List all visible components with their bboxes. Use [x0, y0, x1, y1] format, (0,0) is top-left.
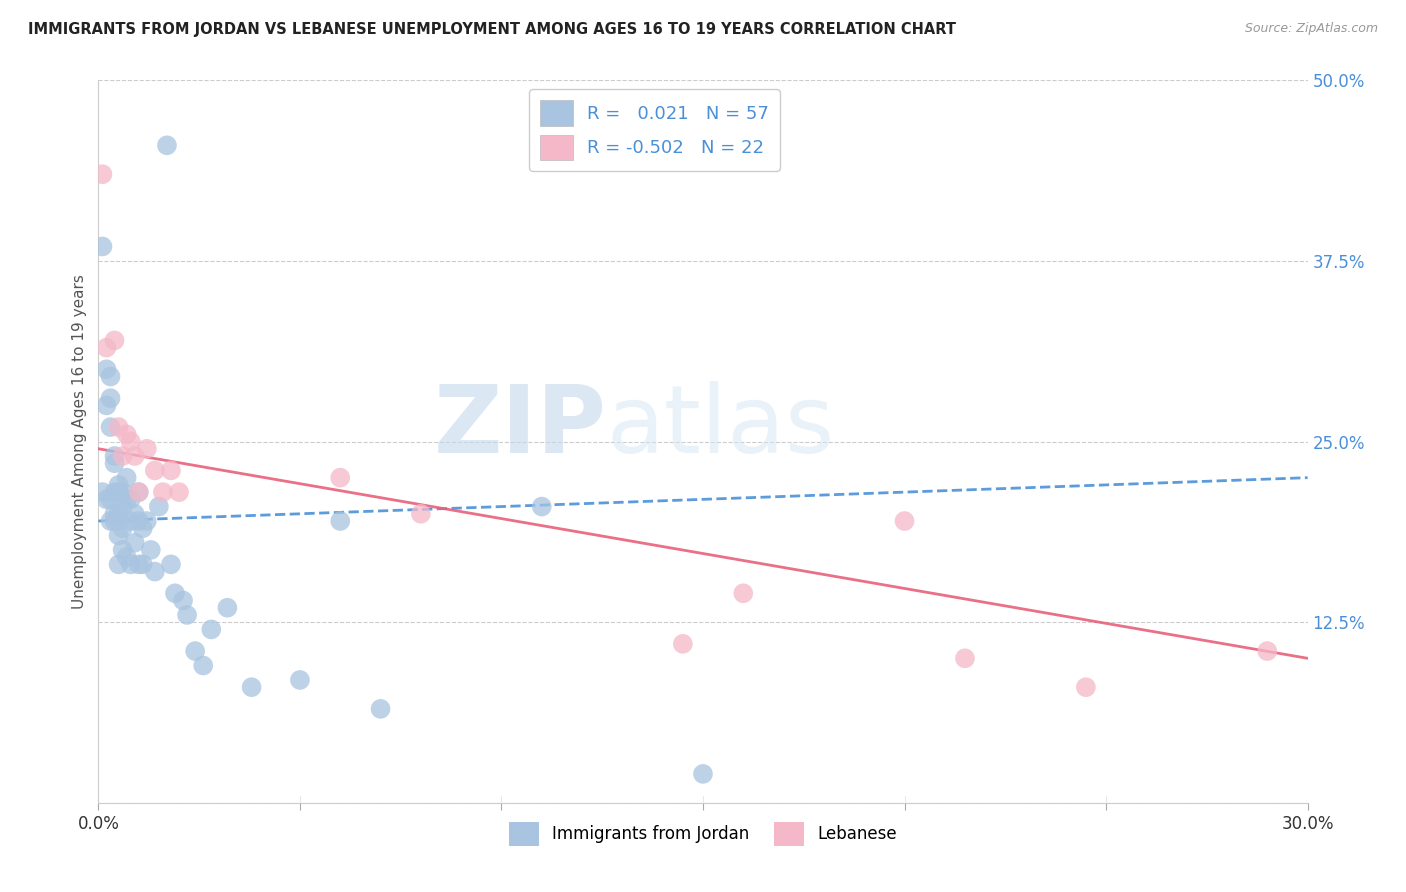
Point — [115, 492, 138, 507]
Point — [115, 470, 138, 484]
Point — [139, 542, 162, 557]
Point — [103, 449, 125, 463]
Point — [132, 558, 155, 572]
Point — [91, 485, 114, 500]
Text: IMMIGRANTS FROM JORDAN VS LEBANESE UNEMPLOYMENT AMONG AGES 16 TO 19 YEARS CORREL: IMMIGRANTS FROM JORDAN VS LEBANESE UNEMP… — [28, 22, 956, 37]
Point — [128, 485, 150, 500]
Point — [692, 767, 714, 781]
Point — [160, 463, 183, 477]
Point — [115, 427, 138, 442]
Point — [107, 558, 129, 572]
Point — [107, 478, 129, 492]
Point — [111, 500, 134, 514]
Point — [103, 334, 125, 348]
Y-axis label: Unemployment Among Ages 16 to 19 years: Unemployment Among Ages 16 to 19 years — [72, 274, 87, 609]
Point — [409, 507, 432, 521]
Point — [107, 528, 129, 542]
Point — [143, 565, 166, 579]
Point — [152, 485, 174, 500]
Point — [184, 644, 207, 658]
Point — [148, 500, 170, 514]
Point — [124, 449, 146, 463]
Point — [329, 470, 352, 484]
Legend: Immigrants from Jordan, Lebanese: Immigrants from Jordan, Lebanese — [502, 815, 904, 852]
Point — [288, 673, 311, 687]
Point — [100, 369, 122, 384]
Point — [111, 521, 134, 535]
Point — [160, 558, 183, 572]
Point — [128, 514, 150, 528]
Point — [120, 492, 142, 507]
Point — [953, 651, 976, 665]
Point — [103, 507, 125, 521]
Point — [111, 485, 134, 500]
Point — [100, 492, 122, 507]
Point — [100, 514, 122, 528]
Point — [733, 586, 755, 600]
Point — [240, 680, 263, 694]
Point — [143, 463, 166, 477]
Point — [370, 702, 392, 716]
Point — [91, 239, 114, 253]
Point — [167, 485, 190, 500]
Point — [111, 449, 134, 463]
Point — [124, 507, 146, 521]
Point — [103, 456, 125, 470]
Point — [128, 485, 150, 500]
Point — [128, 558, 150, 572]
Point — [115, 550, 138, 565]
Point — [135, 442, 157, 456]
Point — [107, 485, 129, 500]
Point — [132, 521, 155, 535]
Point — [120, 434, 142, 449]
Point — [103, 485, 125, 500]
Point — [200, 623, 222, 637]
Point — [96, 362, 118, 376]
Point — [107, 514, 129, 528]
Point — [100, 420, 122, 434]
Point — [193, 658, 215, 673]
Point — [120, 558, 142, 572]
Point — [135, 514, 157, 528]
Point — [107, 420, 129, 434]
Point — [91, 167, 114, 181]
Point — [893, 514, 915, 528]
Point — [96, 492, 118, 507]
Text: ZIP: ZIP — [433, 381, 606, 473]
Point — [530, 500, 553, 514]
Point — [96, 398, 118, 412]
Text: Source: ZipAtlas.com: Source: ZipAtlas.com — [1244, 22, 1378, 36]
Point — [172, 593, 194, 607]
Point — [124, 535, 146, 549]
Point — [156, 138, 179, 153]
Point — [1256, 644, 1278, 658]
Point — [120, 514, 142, 528]
Text: atlas: atlas — [606, 381, 835, 473]
Point — [103, 514, 125, 528]
Point — [217, 600, 239, 615]
Point — [96, 341, 118, 355]
Point — [107, 507, 129, 521]
Point — [176, 607, 198, 622]
Point — [1074, 680, 1097, 694]
Point — [100, 391, 122, 405]
Point — [111, 542, 134, 557]
Point — [329, 514, 352, 528]
Point — [672, 637, 695, 651]
Point — [163, 586, 186, 600]
